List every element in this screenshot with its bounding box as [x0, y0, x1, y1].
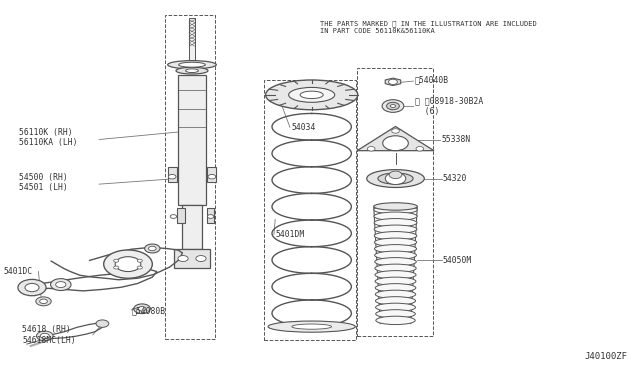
Ellipse shape: [176, 67, 208, 74]
Bar: [165, 15, 215, 339]
Ellipse shape: [378, 173, 413, 184]
Ellipse shape: [375, 264, 416, 272]
Ellipse shape: [375, 290, 416, 298]
Circle shape: [114, 259, 119, 262]
Circle shape: [56, 282, 66, 288]
Circle shape: [416, 147, 424, 151]
Bar: [182, 205, 202, 249]
Text: 5401DM: 5401DM: [275, 230, 305, 239]
Ellipse shape: [375, 271, 416, 279]
Ellipse shape: [374, 238, 417, 246]
Circle shape: [387, 102, 399, 110]
Bar: [177, 208, 185, 223]
Ellipse shape: [292, 324, 332, 329]
Circle shape: [114, 266, 119, 269]
Bar: [178, 75, 206, 205]
Ellipse shape: [376, 310, 415, 318]
Text: ※ ⓝ08918-30B2A
  (6): ※ ⓝ08918-30B2A (6): [415, 96, 483, 116]
Circle shape: [104, 250, 152, 278]
Circle shape: [137, 259, 142, 262]
Text: 5401DC: 5401DC: [3, 267, 33, 276]
Bar: [174, 249, 210, 268]
Circle shape: [385, 173, 406, 185]
Polygon shape: [385, 78, 401, 86]
Circle shape: [40, 299, 47, 304]
Bar: [207, 208, 214, 223]
Ellipse shape: [179, 62, 205, 67]
Bar: [189, 18, 195, 69]
Text: ※54080B: ※54080B: [131, 306, 165, 315]
Ellipse shape: [374, 205, 417, 214]
Circle shape: [389, 171, 402, 179]
Circle shape: [383, 136, 408, 151]
Bar: [264, 80, 356, 340]
Ellipse shape: [374, 245, 417, 253]
Circle shape: [148, 246, 156, 251]
Circle shape: [36, 331, 53, 341]
Ellipse shape: [374, 203, 417, 210]
Text: 54320: 54320: [443, 174, 467, 183]
Text: THE PARTS MARKED ※ IN THE ILLUSTRATION ARE INCLUDED
IN PART CODE 56110K&56110KA: THE PARTS MARKED ※ IN THE ILLUSTRATION A…: [320, 20, 537, 34]
Circle shape: [168, 174, 176, 179]
Circle shape: [367, 147, 375, 151]
Text: 54618 (RH)
54618MC(LH): 54618 (RH) 54618MC(LH): [22, 325, 76, 344]
Ellipse shape: [375, 257, 416, 266]
Ellipse shape: [367, 170, 424, 187]
Circle shape: [145, 244, 160, 253]
Circle shape: [392, 129, 399, 133]
Circle shape: [36, 297, 51, 306]
Ellipse shape: [376, 297, 415, 305]
Circle shape: [25, 283, 39, 292]
Circle shape: [134, 304, 150, 314]
Ellipse shape: [375, 277, 416, 286]
Circle shape: [207, 215, 214, 218]
Ellipse shape: [300, 91, 323, 99]
Bar: [207, 167, 216, 182]
Ellipse shape: [289, 87, 335, 102]
Ellipse shape: [376, 303, 415, 312]
Circle shape: [390, 105, 396, 108]
Polygon shape: [357, 126, 434, 151]
Ellipse shape: [374, 251, 417, 260]
Circle shape: [115, 257, 141, 272]
Text: 54034: 54034: [291, 123, 316, 132]
Bar: [357, 68, 433, 336]
Text: ※54040B: ※54040B: [415, 76, 449, 84]
Circle shape: [137, 266, 142, 269]
Circle shape: [51, 279, 71, 291]
Ellipse shape: [374, 225, 417, 234]
Ellipse shape: [375, 283, 416, 292]
Circle shape: [170, 215, 177, 218]
Text: 56110K (RH)
56110KA (LH): 56110K (RH) 56110KA (LH): [19, 128, 77, 147]
Circle shape: [208, 174, 216, 179]
Ellipse shape: [186, 69, 198, 73]
Ellipse shape: [168, 61, 216, 69]
Ellipse shape: [374, 231, 417, 240]
Text: 54500 (RH)
54501 (LH): 54500 (RH) 54501 (LH): [19, 173, 68, 192]
Circle shape: [382, 100, 404, 112]
Circle shape: [18, 279, 46, 296]
Ellipse shape: [376, 316, 415, 324]
Text: 54050M: 54050M: [443, 256, 472, 265]
Circle shape: [138, 307, 146, 311]
Ellipse shape: [374, 212, 417, 220]
Circle shape: [196, 256, 206, 262]
Bar: [168, 167, 177, 182]
Ellipse shape: [268, 321, 355, 332]
Circle shape: [178, 256, 188, 262]
Text: 55338N: 55338N: [442, 135, 471, 144]
Circle shape: [96, 320, 109, 327]
Circle shape: [40, 333, 49, 339]
Ellipse shape: [374, 219, 417, 227]
Ellipse shape: [266, 80, 358, 110]
Text: J40100ZF: J40100ZF: [584, 352, 627, 361]
Circle shape: [388, 79, 397, 84]
